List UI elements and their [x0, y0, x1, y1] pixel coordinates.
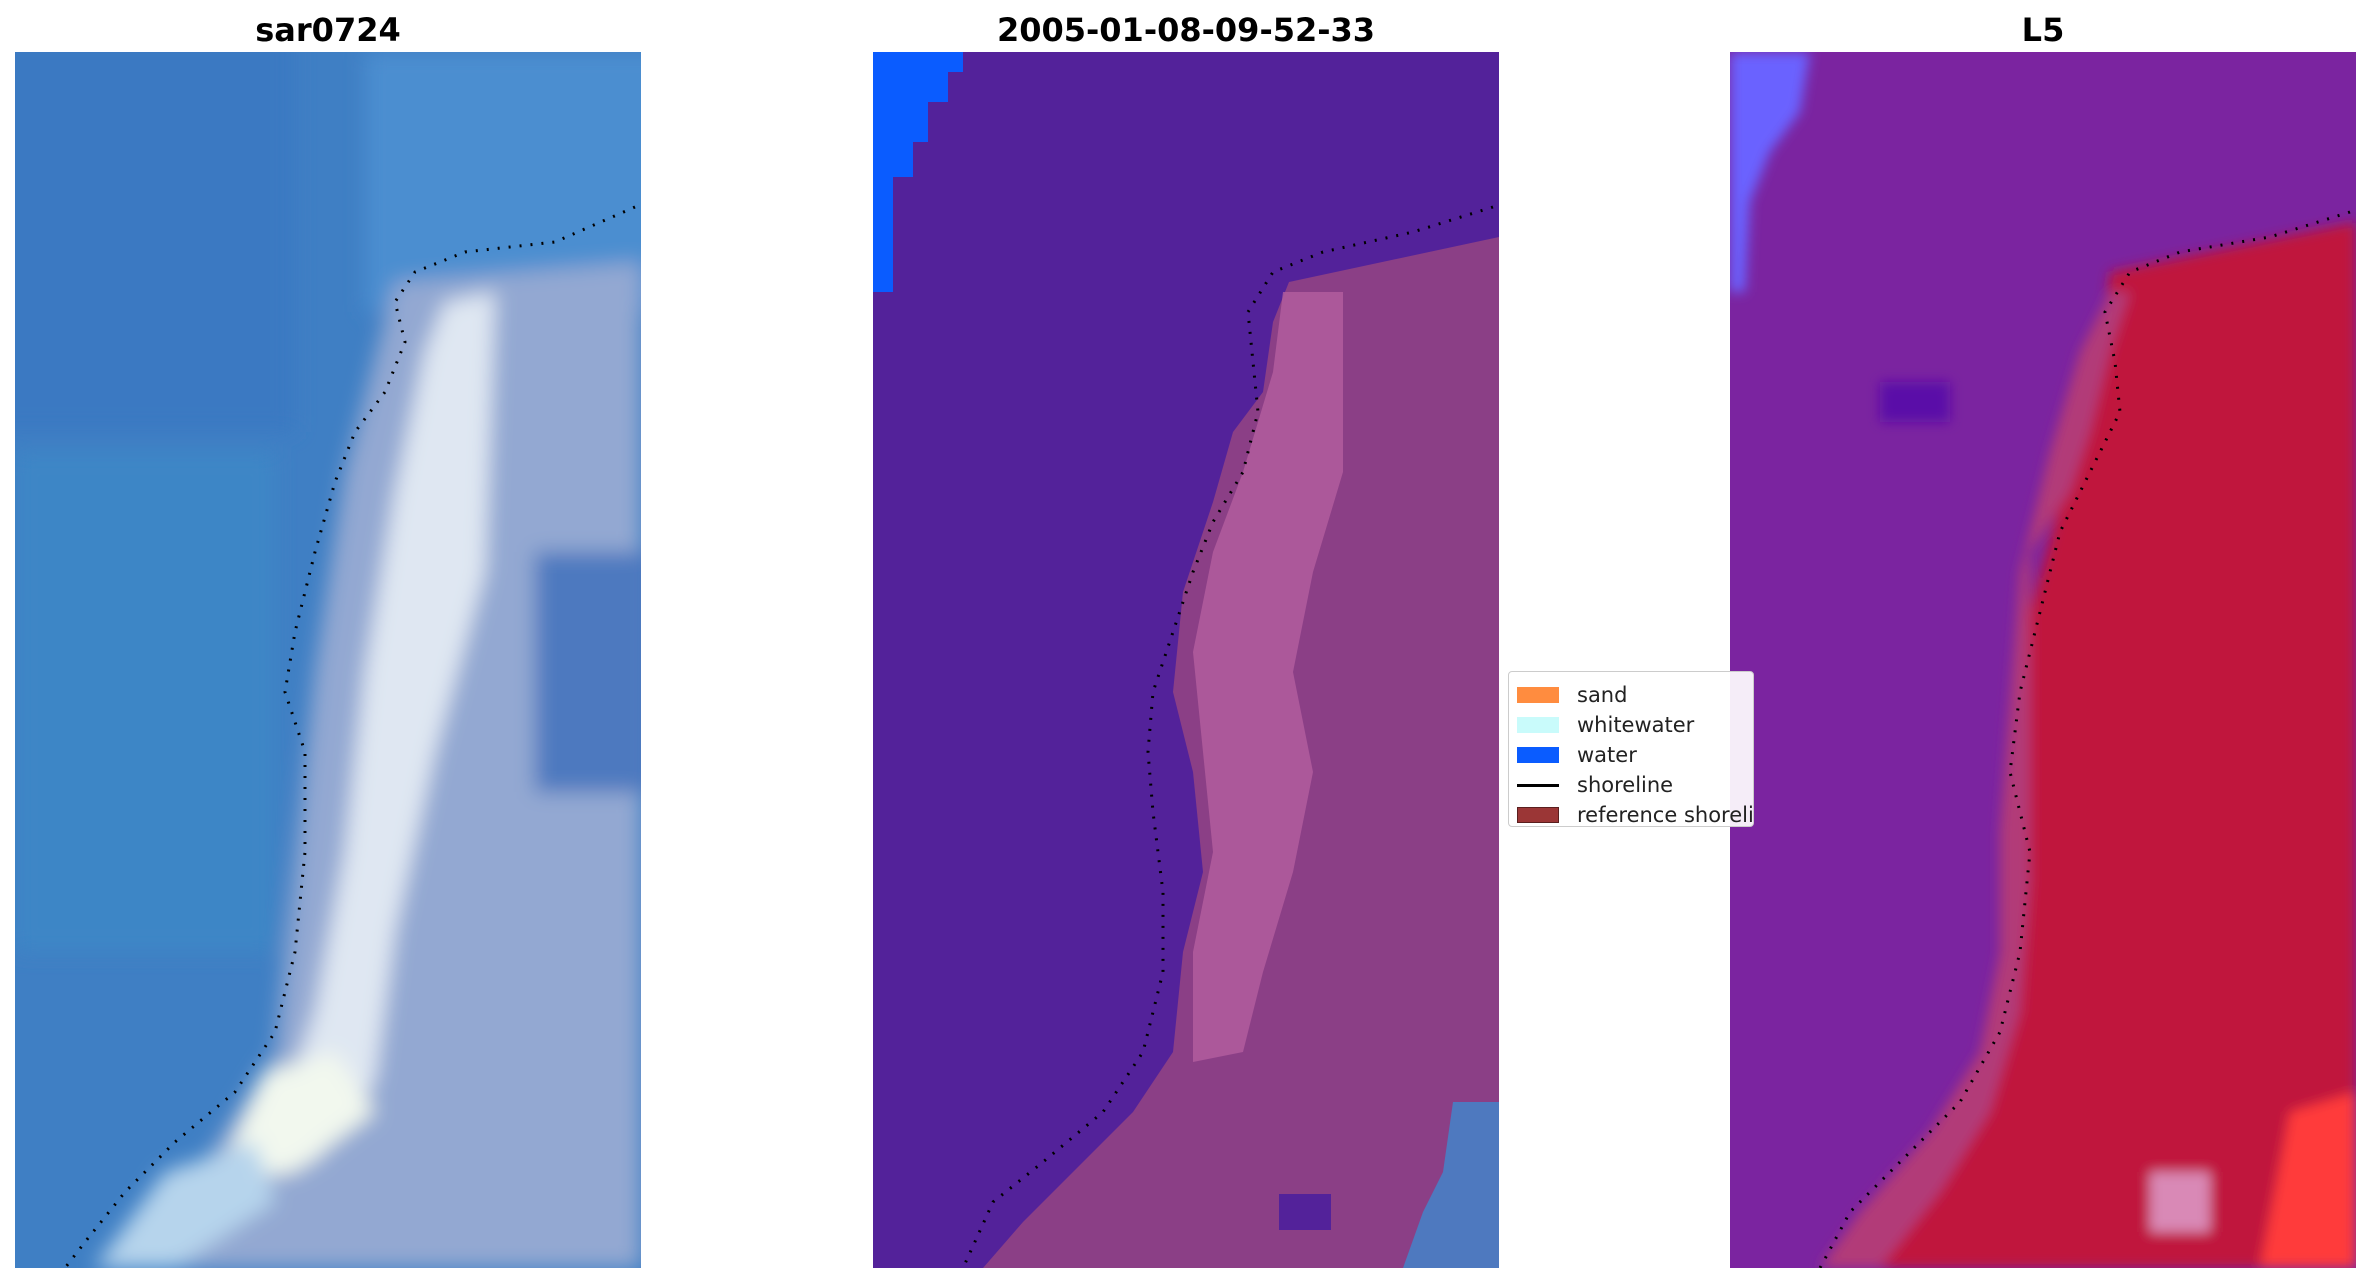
- legend-item-whitewater: whitewater: [1517, 710, 1753, 740]
- shoreline-overlay-mid: [961, 205, 1494, 1268]
- rgb-image-panel: [15, 52, 641, 1268]
- legend-item-water: water: [1517, 740, 1753, 770]
- l5-image-panel: [1730, 52, 2356, 1268]
- legend-label-whitewater: whitewater: [1577, 713, 1695, 737]
- classified-image-panel: [873, 52, 1499, 1268]
- legend: sand whitewater water shoreline referenc…: [1508, 671, 1754, 827]
- legend-label-reference-shoreline: reference shoreline: [1577, 803, 1754, 827]
- legend-item-sand: sand: [1517, 680, 1753, 710]
- rgb-image: [15, 52, 641, 1268]
- legend-label-water: water: [1577, 743, 1637, 767]
- panel-title-l5: L5: [2021, 11, 2065, 49]
- shoreline-overlay-right: [1818, 210, 2351, 1268]
- legend-item-reference-shoreline: reference shoreline: [1517, 800, 1754, 827]
- panel-title-date: 2005-01-08-09-52-33: [996, 11, 1376, 49]
- legend-line-shoreline: [1517, 783, 1559, 787]
- legend-swatch-sand: [1517, 687, 1559, 703]
- legend-swatch-reference-shoreline: [1517, 807, 1559, 823]
- legend-label-shoreline: shoreline: [1577, 773, 1674, 797]
- legend-swatch-water: [1517, 747, 1559, 763]
- legend-item-shoreline: shoreline: [1517, 770, 1753, 800]
- classified-image: [873, 52, 1499, 1268]
- panel-title-sar0724: sar0724: [255, 11, 401, 49]
- legend-label-sand: sand: [1577, 683, 1628, 707]
- legend-swatch-whitewater: [1517, 717, 1559, 733]
- shoreline-overlay-left: [63, 205, 636, 1268]
- l5-image: [1730, 52, 2356, 1268]
